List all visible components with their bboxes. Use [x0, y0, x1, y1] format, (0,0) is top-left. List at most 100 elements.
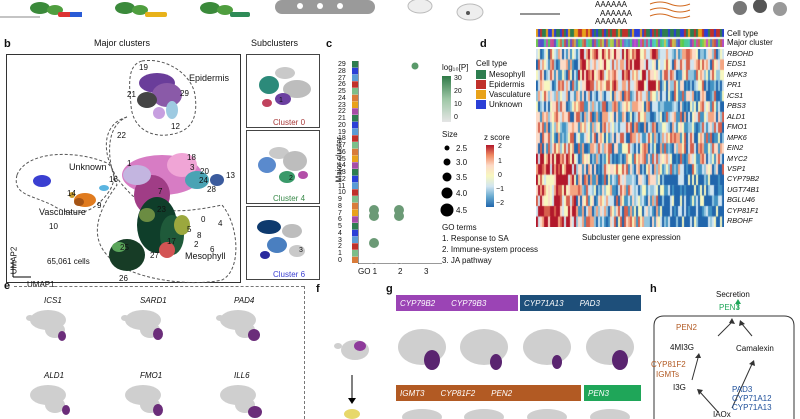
plant-icon	[115, 2, 167, 17]
panel-e-label: e	[4, 280, 11, 292]
umap-plot	[12, 59, 237, 284]
cluster-6-label: Cluster 6	[273, 270, 306, 279]
go-dot	[369, 238, 379, 248]
cluster-color-strip	[352, 61, 358, 263]
vasculature-label: Vasculature	[39, 207, 86, 217]
plant-icon	[30, 2, 82, 17]
gene-tag-text: IGMT3	[400, 388, 425, 398]
cluster-label: 13	[226, 171, 235, 180]
subcluster-plot	[258, 147, 308, 183]
colorbar-tick: 30	[454, 75, 462, 82]
heatmap-gene-label: EDS1	[727, 59, 747, 69]
cluster-row-label: 16	[338, 148, 346, 156]
cluster-label: 25	[120, 243, 129, 252]
cluster-label: 14	[67, 189, 76, 198]
subcluster-plot	[257, 220, 305, 259]
heatmap-gene-label: PBS3	[727, 101, 746, 111]
cluster-label: 4	[218, 219, 223, 228]
legend-epidermis: Epidermis	[489, 80, 525, 89]
cluster-row-label: 0	[338, 256, 342, 264]
go-xtick: 2	[398, 267, 403, 276]
cluster-strip-cell	[352, 81, 358, 88]
cluster-row-label: 19	[338, 128, 346, 136]
cluster-strip-cell	[352, 67, 358, 75]
dot-plot	[357, 61, 442, 273]
epidermis-label: Epidermis	[189, 73, 230, 83]
cluster-strip-cell	[352, 94, 358, 102]
cluster-row-label: 26	[338, 81, 346, 89]
cluster-row-label: 6	[338, 216, 342, 224]
gene-tag-text: CYP81F2	[440, 388, 476, 398]
cluster-0-label: Cluster 0	[273, 118, 306, 127]
cluster-row-label: 29	[338, 61, 346, 68]
cluster-strip-cell	[352, 209, 358, 216]
cell-count: 65,061 cells	[47, 257, 90, 266]
cluster-strip-cell	[352, 229, 358, 237]
legend-mesophyll: Mesophyll	[489, 70, 526, 79]
feature-plots-g-top	[398, 329, 634, 370]
cluster-strip-cell	[352, 243, 358, 250]
panel-b: b Major clusters	[0, 30, 330, 289]
go-term: 3. JA pathway	[442, 256, 492, 265]
cluster-row-label: 11	[338, 182, 346, 190]
cluster-label: 23	[157, 205, 166, 214]
size-value: 4.5	[456, 206, 468, 215]
z-tick: 0	[498, 172, 502, 179]
heatmap-gene-label: EIN2	[727, 143, 744, 153]
go-dot	[411, 62, 419, 70]
size-value: 4.0	[456, 189, 468, 198]
z-score-colorbar	[486, 145, 494, 207]
gene-tag-text: CYP79B3	[451, 298, 487, 308]
epidermis-swatch	[476, 80, 486, 89]
cluster-strip-cell	[352, 108, 358, 115]
subcluster-box-4: 2 Cluster 4	[246, 130, 320, 204]
feature-plots-g-bottom	[402, 409, 630, 419]
feature-plots	[26, 310, 262, 418]
cluster-row-label: 1	[338, 250, 342, 257]
go-xtick: 3	[424, 267, 429, 276]
pathway-cyp71a12: CYP71A12	[732, 394, 772, 403]
mesophyll-cells	[109, 153, 224, 271]
legend-unknown: Unknown	[489, 100, 523, 109]
track-label-major-cluster: Major cluster	[727, 38, 773, 47]
track-label-cell-type: Cell type	[727, 29, 759, 38]
heatmap	[536, 49, 724, 227]
cluster-strip-cell	[352, 101, 358, 108]
log-p-title: log₁₀[P]	[442, 63, 469, 72]
cluster-row-label: 15	[338, 155, 346, 163]
unknown-swatch	[476, 100, 486, 109]
gene-tag-cyp71a13: CYP71A13 PAD3	[520, 295, 641, 311]
subcluster-plot	[259, 67, 311, 107]
panel-e: e ICS1 SARD1 PAD4 ALD1 FMO1 ILL6	[0, 280, 305, 419]
z-tick: 2	[498, 143, 502, 150]
cluster-row-label: 20	[338, 121, 346, 129]
panel-f-art	[334, 340, 369, 419]
pathway-pen3: PEN3	[719, 303, 740, 312]
pathway-pad3: PAD3	[732, 385, 753, 394]
poly-a-read: AAAAAA	[595, 17, 628, 26]
cluster-strip-cell	[352, 115, 358, 122]
cluster-strip-cell	[352, 216, 358, 223]
cluster-row-label: 8	[338, 202, 342, 210]
cluster-label: 26	[119, 274, 128, 283]
heatmap-gene-label: BGLU46	[727, 195, 755, 205]
panel-d: d	[480, 30, 800, 280]
cluster-strip-cell	[352, 135, 358, 142]
cluster-strip-cell	[352, 223, 358, 230]
cluster-strip-cell	[352, 88, 358, 95]
legend-vasculature: Vasculature	[489, 90, 531, 99]
z-score-title: z score	[484, 133, 510, 142]
poly-a-read: AAAAAA	[595, 0, 628, 9]
panel-e-divider	[304, 286, 305, 419]
major-clusters-title: Major clusters	[94, 38, 151, 48]
subcluster-box-6: 3 Cluster 6	[246, 206, 320, 280]
pathway-cyp71a13: CYP71A13	[732, 403, 772, 412]
cluster-strip-cell	[352, 256, 358, 263]
cluster-row-label: 23	[338, 101, 346, 109]
cluster-strip-cell	[352, 121, 358, 129]
colorbar-tick: 10	[454, 101, 462, 108]
epidermis-outline	[129, 59, 197, 136]
gene-tag-igmt: IGMT3 CYP81F2 PEN2	[396, 385, 581, 401]
vasculature-swatch	[476, 90, 486, 99]
cluster-label: 10	[49, 222, 58, 231]
